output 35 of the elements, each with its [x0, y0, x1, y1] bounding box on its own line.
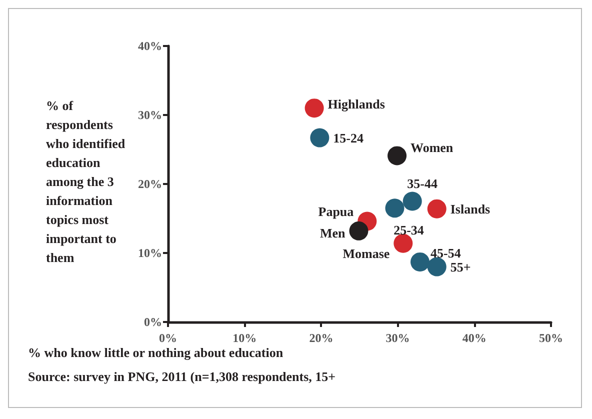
- point: [310, 128, 330, 148]
- point: [402, 192, 422, 211]
- y-tick-label: 20%: [138, 177, 162, 191]
- series-label: Women: [410, 140, 454, 156]
- y-tick-label: 0%: [144, 315, 162, 329]
- point: [410, 252, 430, 272]
- x-tick-label: 20%: [309, 331, 334, 345]
- x-tick-label: 10%: [232, 331, 257, 345]
- point: [385, 198, 404, 218]
- point: [388, 146, 407, 166]
- series-label: 45-54: [430, 245, 462, 260]
- source-note: Source: survey in PNG, 2011 (n=1,308 respondents, 15+: [28, 369, 336, 384]
- x-tick-label: 0%: [159, 331, 177, 345]
- point: [427, 257, 446, 276]
- x-tick-label: 40%: [462, 331, 486, 345]
- point: [349, 221, 368, 240]
- series-label: Momase: [342, 246, 390, 261]
- y-tick-label: 10%: [138, 246, 162, 260]
- series-label: 55+: [450, 259, 471, 274]
- point: [394, 234, 413, 253]
- y-tick-label: 30%: [138, 108, 162, 122]
- y-tick-label: 40%: [138, 39, 162, 53]
- text: % of respondents who identified education among the 3 information topics most important to them: [46, 98, 126, 265]
- series-label: 25-34: [394, 222, 424, 238]
- x-tick-label: 50%: [539, 331, 563, 345]
- series-label: 15-24: [333, 130, 364, 146]
- x-tick-label: 30%: [386, 331, 410, 345]
- series-label: Highlands: [328, 96, 385, 112]
- point: [427, 199, 446, 218]
- x-axis-title: % who know little or nothing about education: [28, 345, 284, 360]
- series-label: Islands: [450, 201, 490, 216]
- point: [304, 98, 324, 118]
- series-label: Men: [320, 225, 346, 240]
- series-label: Papua: [318, 204, 354, 219]
- series-label: 35-44: [407, 176, 438, 191]
